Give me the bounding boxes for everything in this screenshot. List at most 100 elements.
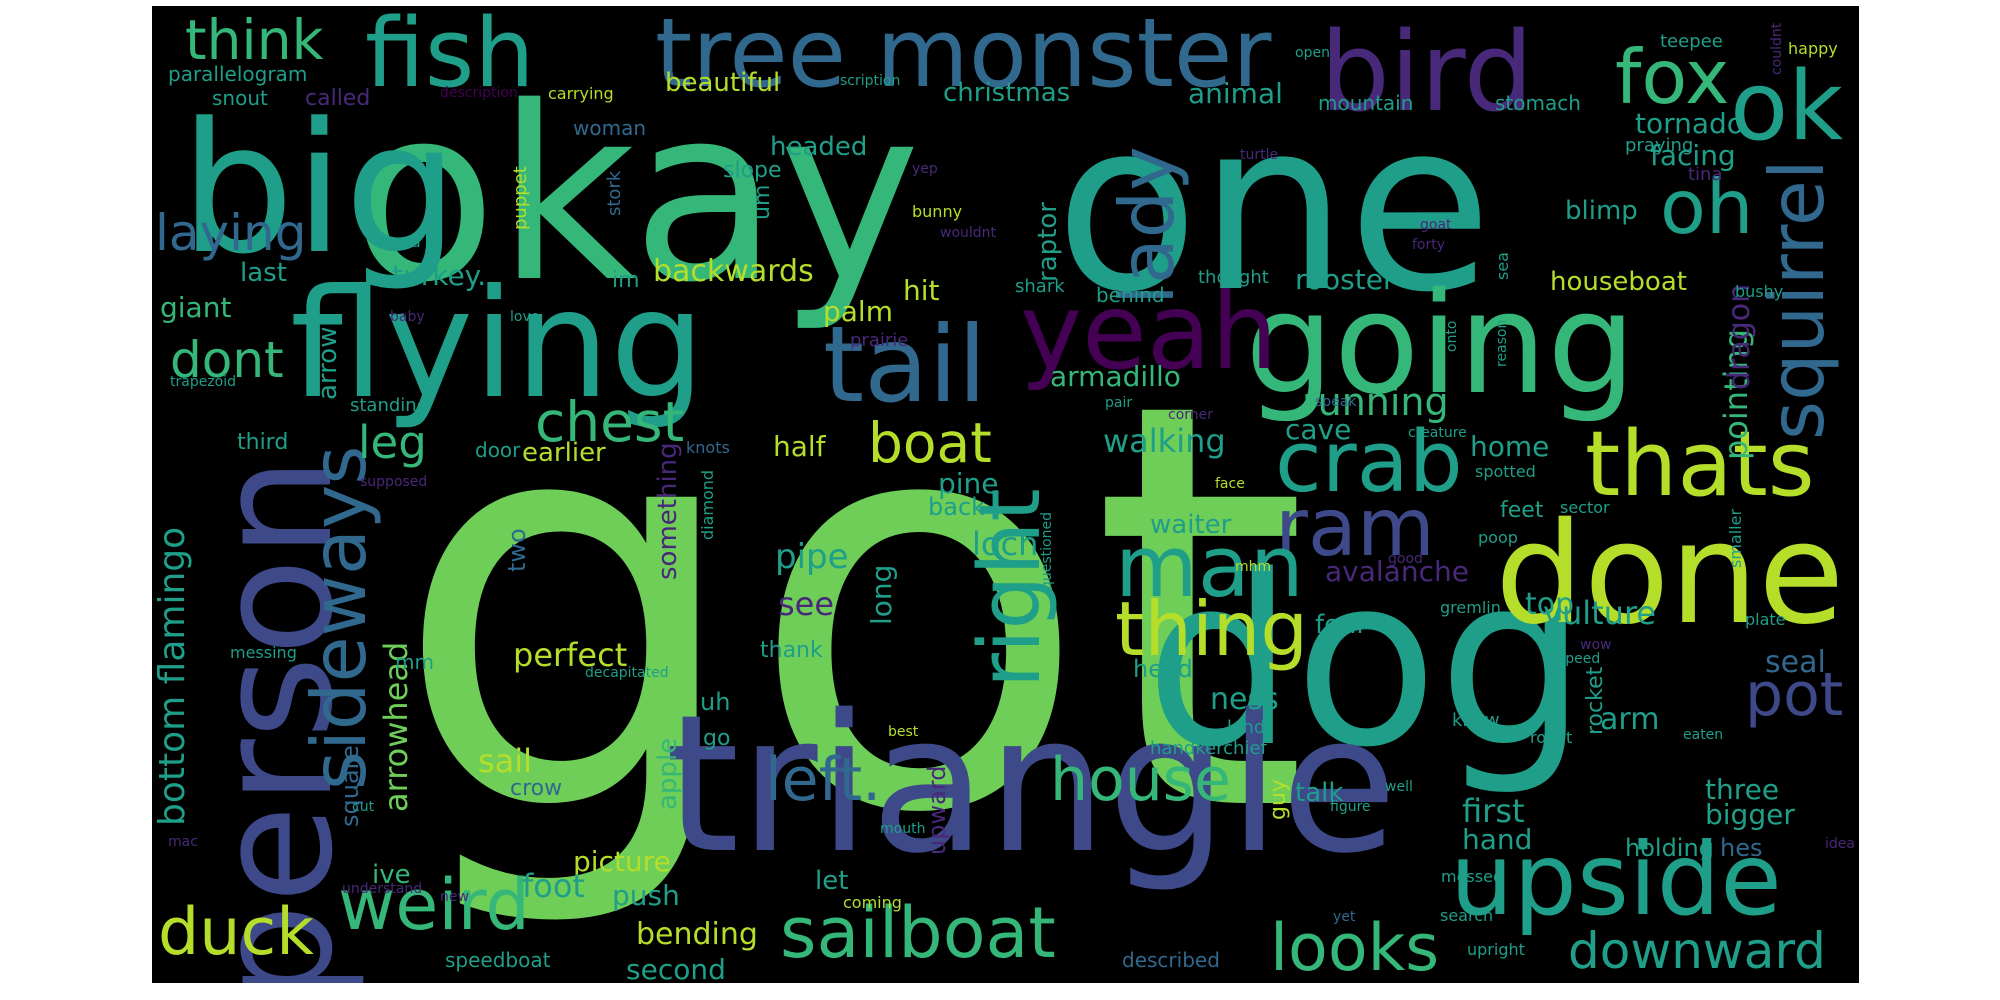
word-man: man xyxy=(1115,518,1304,617)
word-yet: yet xyxy=(1333,909,1356,925)
word-sector: sector xyxy=(1560,498,1610,517)
word-diamond: diamond xyxy=(698,469,717,540)
word-parallelogram: parallelogram xyxy=(168,62,308,86)
word-sail: sail xyxy=(478,742,533,780)
word-arrow: arrow xyxy=(313,326,343,400)
word-thank: thank xyxy=(760,638,823,663)
word-wouldnt: wouldnt xyxy=(940,225,997,241)
word-reason: reason xyxy=(1494,319,1510,367)
word-third: third xyxy=(237,430,289,455)
word-crab: crab xyxy=(1275,413,1463,512)
word-poop: poop xyxy=(1478,528,1518,547)
word-dog: dog xyxy=(1145,526,1588,799)
word-eaten: eaten xyxy=(1683,727,1724,743)
word-seal: seal xyxy=(1765,645,1826,680)
word-left-: left. xyxy=(765,745,882,815)
word-go: go xyxy=(703,726,731,751)
word-carrying: carrying xyxy=(548,84,614,103)
word-slope: slope xyxy=(723,158,782,183)
word-good: good xyxy=(1388,551,1423,567)
word-guy: guy xyxy=(1266,779,1291,820)
word-mouth: mouth xyxy=(880,821,926,837)
word-bigger: bigger xyxy=(1705,798,1795,831)
word-chest: chest xyxy=(535,390,685,454)
word-turtle: turtle xyxy=(1240,147,1279,163)
word-looks: looks xyxy=(1270,911,1440,983)
word-hit: hit xyxy=(903,274,940,307)
word-mac: mac xyxy=(168,834,198,850)
word-something: something xyxy=(653,442,683,580)
word-kind: kind xyxy=(1227,717,1266,738)
word-top: top xyxy=(1525,587,1575,622)
word-two: two xyxy=(503,528,531,572)
word-bushy: bushy xyxy=(1735,282,1784,301)
word-plate: plate xyxy=(1745,610,1786,629)
word-supposed: supposed xyxy=(360,474,428,490)
word-woman: woman xyxy=(573,116,647,140)
word-backwards: backwards xyxy=(653,254,814,289)
word-description: description xyxy=(440,85,518,101)
word-knots: knots xyxy=(686,438,730,457)
word-second: second xyxy=(626,953,726,984)
word-stomach: stomach xyxy=(1495,91,1581,115)
word-baby: baby xyxy=(390,309,425,325)
word-lady: lady xyxy=(1103,146,1191,305)
word-fox: fox xyxy=(1615,33,1730,121)
word-speak: speak xyxy=(1315,394,1357,410)
word-facing: facing xyxy=(1650,139,1736,172)
word-behind: behind xyxy=(1096,283,1165,307)
word-stork: stork xyxy=(604,170,625,216)
word-palm: palm xyxy=(823,295,893,328)
word-new: new xyxy=(440,889,469,905)
word-upside: upside xyxy=(1450,821,1782,938)
word-bottom-flamingo: bottom flamingo xyxy=(152,526,193,826)
word-dont: dont xyxy=(170,331,284,389)
word-home: home xyxy=(1470,430,1550,463)
word-feet: feet xyxy=(1500,498,1544,523)
word-bird: bird xyxy=(1320,8,1534,136)
word-tree-monster: tree monster xyxy=(655,6,1272,109)
word-gremlin: gremlin xyxy=(1440,598,1501,617)
word-let: let xyxy=(815,866,849,896)
word-arm: arm xyxy=(1600,702,1660,737)
word-shark: shark xyxy=(1015,276,1065,297)
word-crow: crow xyxy=(510,776,563,801)
word-coming: coming xyxy=(843,893,902,912)
word-thing: thing xyxy=(1115,585,1308,673)
word-tina: tina xyxy=(1688,164,1723,185)
word-praying: praying xyxy=(1625,135,1694,156)
word-upright: upright xyxy=(1467,940,1525,959)
word-triangle: triangle xyxy=(665,674,1398,895)
word-see: see xyxy=(778,585,835,623)
word-puppet: puppet xyxy=(510,166,531,230)
word-hand: hand xyxy=(1462,823,1533,856)
word-happy: happy xyxy=(1788,39,1838,58)
word-mhm: mhm xyxy=(1235,559,1272,575)
word-ive: ive xyxy=(372,860,411,890)
word-oh: oh xyxy=(1660,163,1754,251)
word-waiter: waiter xyxy=(1150,510,1232,540)
word-tail: tail xyxy=(823,304,987,426)
word-goat: goat xyxy=(1420,217,1452,233)
word-called: called xyxy=(305,86,371,111)
word-tornado: tornado xyxy=(1635,107,1744,140)
word-picture: picture xyxy=(573,845,671,878)
word-cut: cut xyxy=(352,799,375,815)
word-speedboat: speedboat xyxy=(445,948,551,972)
word-im: im xyxy=(612,268,640,293)
word-going: going xyxy=(1245,263,1637,426)
word-flying: flying xyxy=(290,258,706,432)
word-three: three xyxy=(1705,773,1780,806)
word-cloud: got okay one dog big triangle person flying goin… xyxy=(152,6,1859,983)
word-best: best xyxy=(888,724,919,740)
word-avalanche: avalanche xyxy=(1325,555,1469,588)
word-messed: messed xyxy=(1441,867,1504,886)
word-wo: wo xyxy=(1252,664,1273,680)
word-houseboat: houseboat xyxy=(1550,267,1687,297)
word-teepee: teepee xyxy=(1660,31,1723,52)
word-half: half xyxy=(773,430,826,463)
word-spotted: spotted xyxy=(1475,462,1536,481)
word-pot: pot xyxy=(1745,660,1844,730)
word-couldnt: couldnt xyxy=(1769,22,1785,75)
word-duck: duck xyxy=(158,895,314,970)
